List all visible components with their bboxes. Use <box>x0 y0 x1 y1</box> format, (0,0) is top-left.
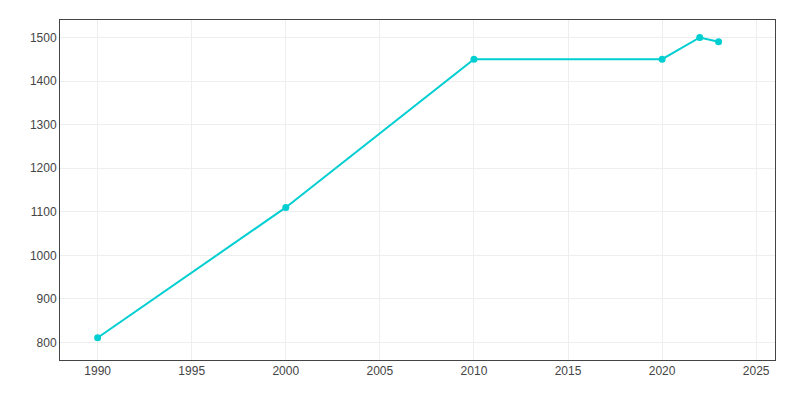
svg-text:1000: 1000 <box>30 249 57 263</box>
svg-text:2000: 2000 <box>272 364 299 378</box>
svg-text:1400: 1400 <box>30 74 57 88</box>
svg-text:800: 800 <box>37 336 57 350</box>
svg-text:2010: 2010 <box>461 364 488 378</box>
svg-text:2025: 2025 <box>743 364 770 378</box>
svg-text:2005: 2005 <box>367 364 394 378</box>
svg-text:1990: 1990 <box>84 364 111 378</box>
svg-text:2020: 2020 <box>649 364 676 378</box>
svg-text:1300: 1300 <box>30 118 57 132</box>
svg-text:1100: 1100 <box>31 205 57 219</box>
svg-text:1200: 1200 <box>30 161 57 175</box>
svg-text:1995: 1995 <box>178 364 205 378</box>
svg-text:1500: 1500 <box>30 31 57 45</box>
svg-text:900: 900 <box>37 292 57 306</box>
svg-text:2015: 2015 <box>555 364 582 378</box>
